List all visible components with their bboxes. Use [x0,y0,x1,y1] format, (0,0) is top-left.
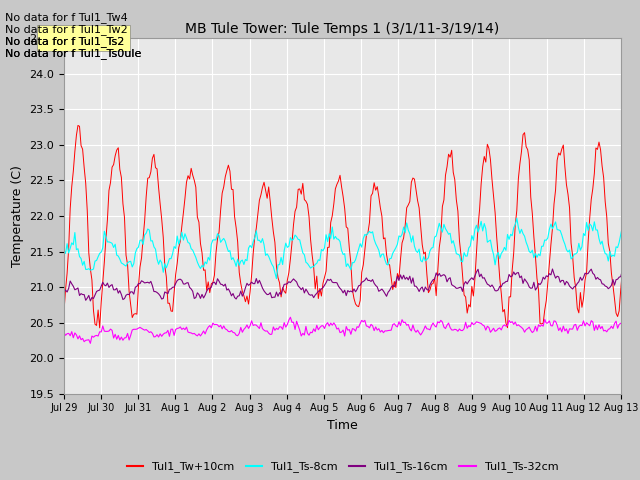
Text: No data for f Tul1_Ts2: No data for f Tul1_Ts2 [5,36,125,47]
Text: No data for f Tul1_Ts0ule: No data for f Tul1_Ts0ule [5,48,141,59]
Tul1_Ts-8cm [367,230,375,236]
Tul1_Ts-8cm [273,276,280,281]
Tul1_Ts-16cm [86,298,94,304]
Tul1_Ts-16cm [60,289,68,295]
Tul1_Tw+10cm [60,309,68,314]
Tul1_Ts-32cm [100,328,108,334]
Tul1_Ts-8cm [575,240,582,246]
Tul1_Ts-32cm [486,329,494,335]
Tul1_Ts-32cm [369,323,376,329]
Text: No data for f Tul1_Tw4: No data for f Tul1_Tw4 [5,12,128,23]
Tul1_Ts-8cm [60,247,68,253]
Tul1_Ts-8cm [485,238,493,244]
Tul1_Ts-8cm [80,258,88,264]
Text: No data for f Tul1_Ts2: No data for f Tul1_Ts2 [5,36,125,47]
Tul1_Ts-32cm [60,330,68,336]
Tul1_Tw+10cm [102,236,109,242]
Tul1_Tw+10cm [82,180,90,186]
Text: No data for f Tul1_Ts0ule: No data for f Tul1_Ts0ule [5,48,141,59]
Line: Tul1_Ts-8cm: Tul1_Ts-8cm [64,218,640,278]
Tul1_Ts-32cm [287,314,294,320]
Text: No data for f Tul1_Tw2: No data for f Tul1_Tw2 [5,24,128,35]
Legend: Tul1_Tw+10cm, Tul1_Ts-8cm, Tul1_Ts-16cm, Tul1_Ts-32cm: Tul1_Tw+10cm, Tul1_Ts-8cm, Tul1_Ts-16cm,… [122,457,563,477]
Tul1_Tw+10cm [74,122,82,128]
Line: Tul1_Tw+10cm: Tul1_Tw+10cm [64,125,640,328]
Tul1_Ts-16cm [100,282,108,288]
Tul1_Ts-16cm [485,282,493,288]
Tul1_Tw+10cm [575,310,582,316]
Y-axis label: Temperature (C): Temperature (C) [11,165,24,267]
Title: MB Tule Tower: Tule Temps 1 (3/1/11-3/19/14): MB Tule Tower: Tule Temps 1 (3/1/11-3/19… [185,22,500,36]
Tul1_Ts-8cm [513,216,521,221]
Tul1_Tw+10cm [369,191,376,196]
Tul1_Ts-16cm [575,279,582,285]
Tul1_Ts-16cm [367,278,375,284]
Tul1_Ts-32cm [80,339,88,345]
Tul1_Ts-16cm [80,292,88,298]
Tul1_Tw+10cm [96,325,104,331]
X-axis label: Time: Time [327,419,358,432]
Tul1_Tw+10cm [486,157,494,163]
Tul1_Ts-8cm [99,245,107,251]
Tul1_Ts-32cm [86,340,94,346]
Line: Tul1_Ts-32cm: Tul1_Ts-32cm [64,317,640,343]
Line: Tul1_Ts-16cm: Tul1_Ts-16cm [64,269,640,301]
Tul1_Ts-32cm [575,324,582,329]
Tul1_Ts-16cm [548,266,556,272]
